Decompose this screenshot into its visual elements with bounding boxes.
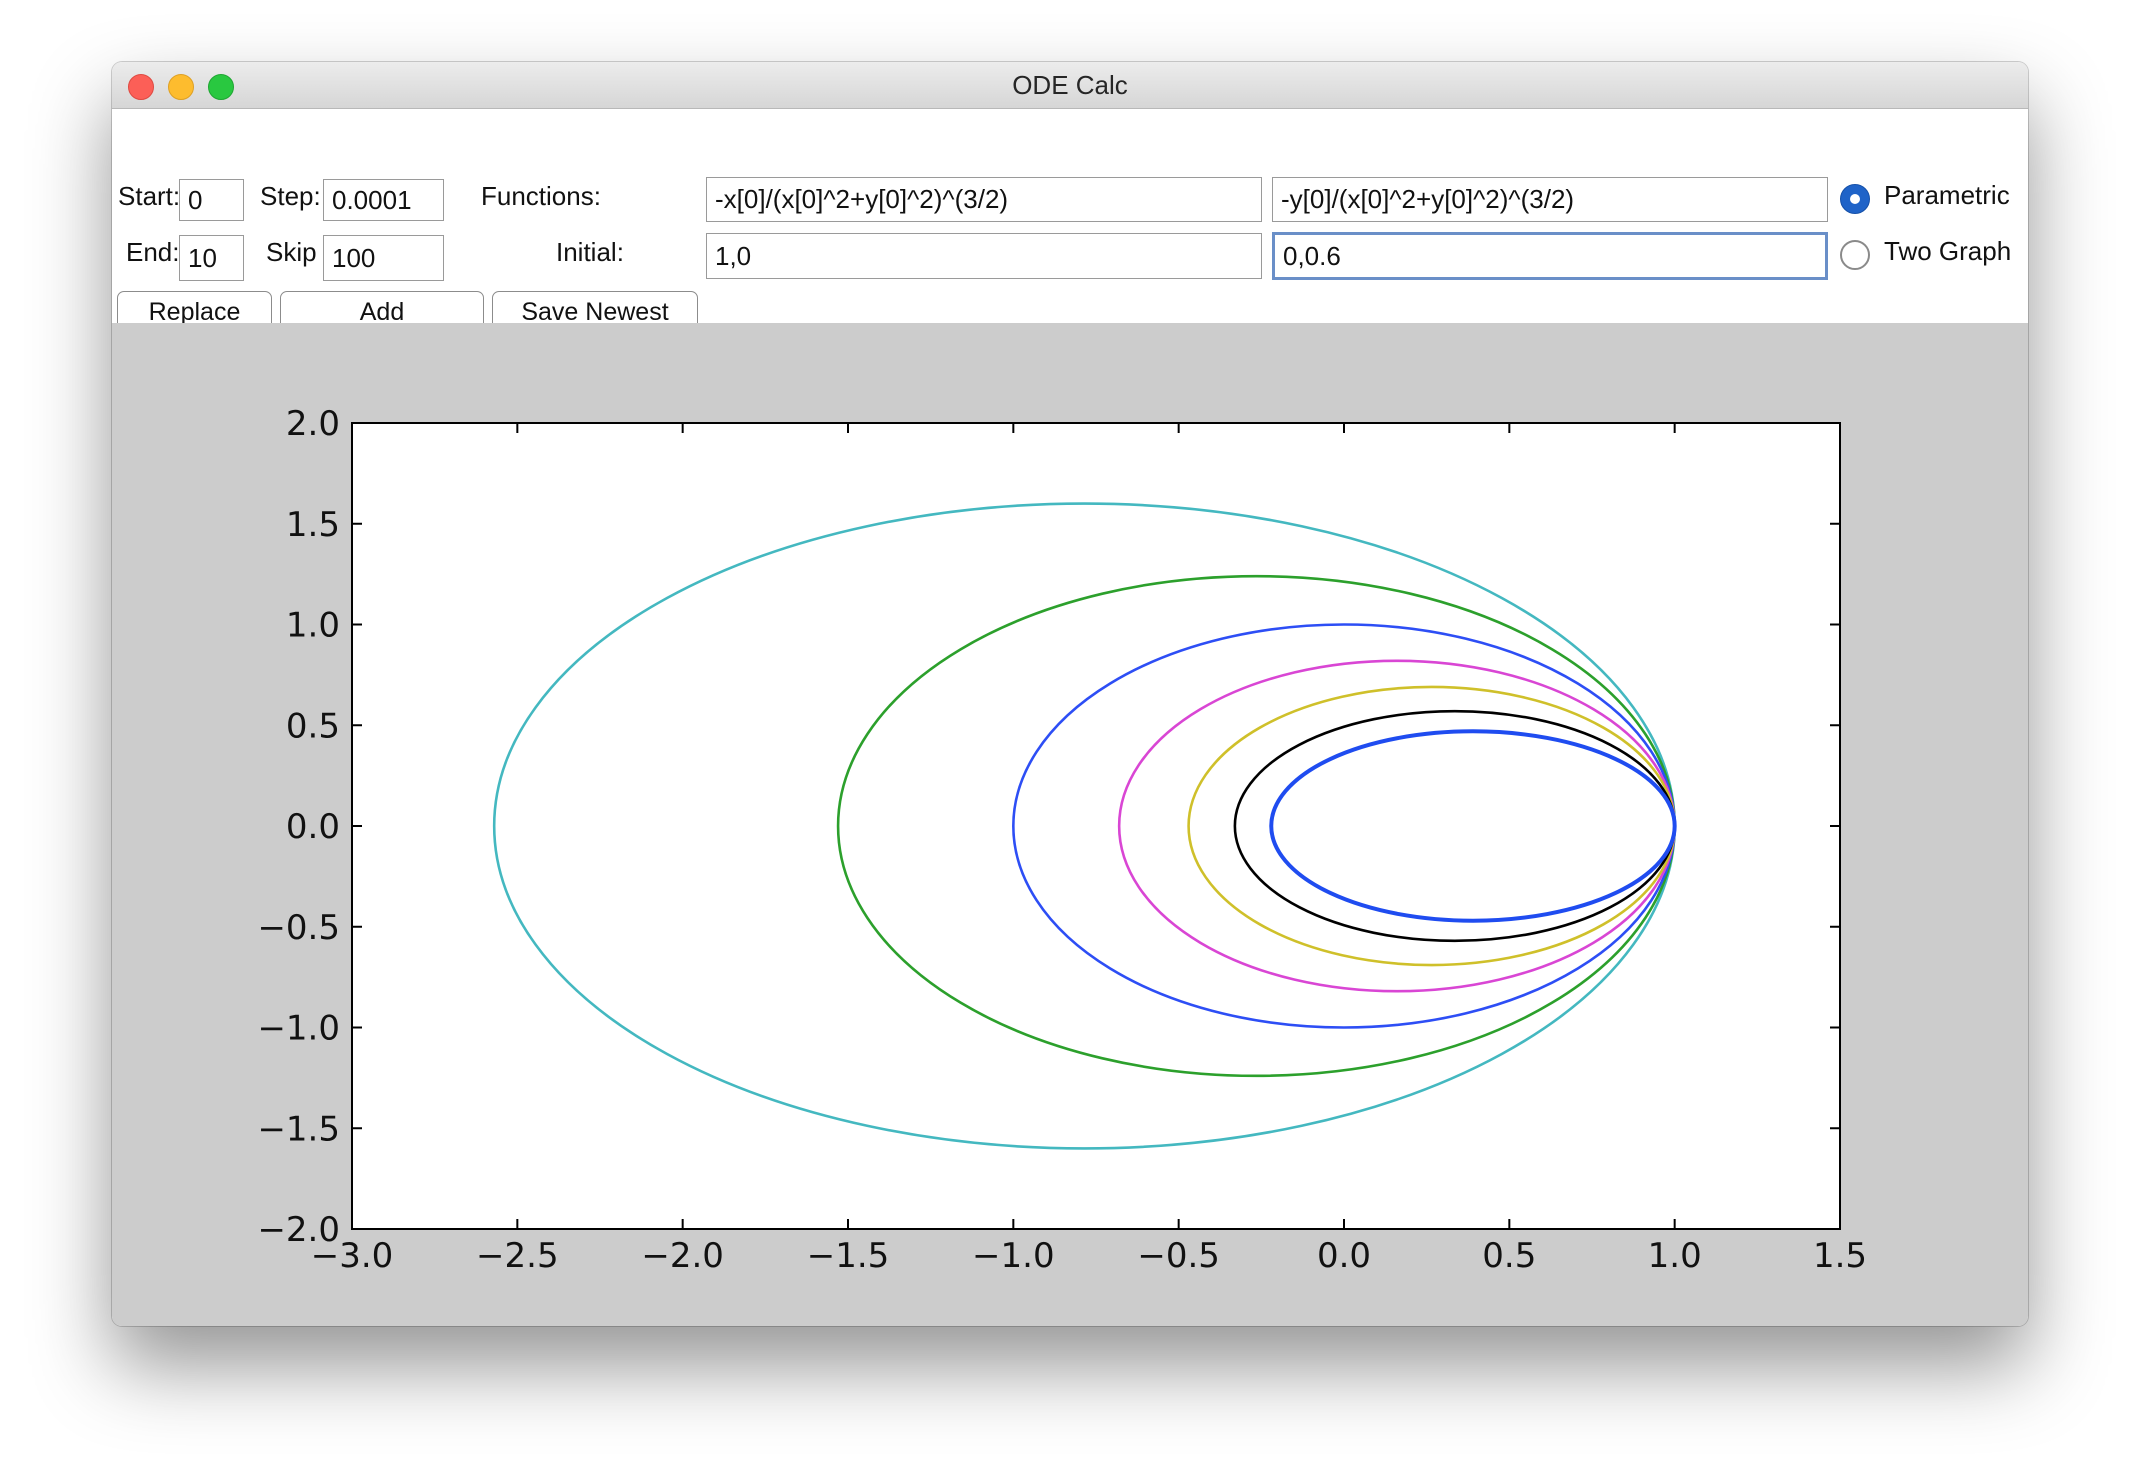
x-tick-label: 1.5 [1813,1236,1867,1276]
initial-label: Initial: [556,237,624,267]
x-tick-label: 0.5 [1482,1236,1536,1276]
parametric-radio[interactable] [1840,184,1870,214]
x-tick-label: −1.5 [807,1236,890,1276]
x-tick-label: −3.0 [311,1236,394,1276]
x-tick-label: −0.5 [1137,1236,1220,1276]
y-tick-label: −0.5 [257,908,340,948]
initial-y-input[interactable] [1272,232,1828,280]
skip-input[interactable] [323,235,444,281]
end-label: End: [126,237,180,267]
minimize-window-button[interactable] [168,74,194,100]
y-tick-label: −2.0 [257,1210,340,1250]
plot-frame [351,422,1841,1230]
parametric-label[interactable]: Parametric [1884,180,2010,210]
start-label: Start: [118,181,181,211]
initial-x-input[interactable] [706,233,1262,279]
app-window: ODE Calc Start: Step: Functions: Paramet… [112,62,2028,1326]
two-graph-label[interactable]: Two Graph [1884,236,2012,266]
x-tick-label: −2.0 [641,1236,724,1276]
plot-background [352,423,1840,1229]
start-input[interactable] [179,179,244,221]
step-input[interactable] [323,179,444,221]
orbit-series-7 [1269,729,1677,923]
function-y-input[interactable] [1272,177,1828,222]
orbit-chart: −3.0 −2.5 −2.0 −1.5 −1.0 −0.5 0.0 0.5 1.0 1.5 2.0 1… [257,404,1867,1276]
x-tick-label: −2.5 [476,1236,559,1276]
control-panel: Start: Step: Functions: Parametric End: … [112,109,2028,333]
step-label: Step: [260,181,321,211]
zoom-window-button[interactable] [208,74,234,100]
x-tick-label: 1.0 [1648,1236,1702,1276]
function-x-input[interactable] [706,177,1262,222]
y-tick-label: −1.0 [257,1009,340,1049]
y-tick-label: 0.5 [286,706,340,746]
y-tick-label: 1.0 [286,606,340,646]
close-window-button[interactable] [128,74,154,100]
window-title: ODE Calc [1012,70,1128,100]
x-tick-label: 0.0 [1317,1236,1371,1276]
functions-label: Functions: [481,181,601,211]
x-tick-label: −1.0 [972,1236,1055,1276]
plot-area: −3.0 −2.5 −2.0 −1.5 −1.0 −0.5 0.0 0.5 1.0 1.5 2.0 1… [112,323,2028,1326]
y-tick-label: 1.5 [286,505,340,545]
two-graph-radio[interactable] [1840,240,1870,270]
skip-label: Skip [266,237,317,267]
y-tick-label: 0.0 [286,807,340,847]
end-input[interactable] [179,235,244,281]
y-tick-label: 2.0 [286,404,340,444]
y-tick-label: −1.5 [257,1109,340,1149]
title-bar: ODE Calc [112,62,2028,109]
